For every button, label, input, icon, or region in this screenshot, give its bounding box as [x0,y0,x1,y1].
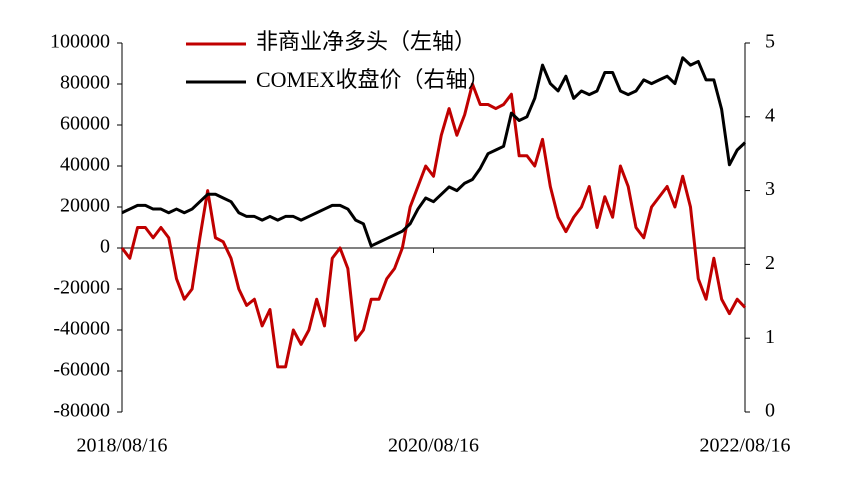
y-tick-label: -40000 [53,318,110,340]
y-tick-label: 60000 [60,113,110,135]
y2-tick-label: 1 [765,326,775,348]
data-line [121,56,747,248]
y-tick-label: -60000 [53,359,110,381]
legend-label: COMEX收盘价（右轴） [256,67,489,92]
y2-tick-label: 3 [765,178,775,200]
x-tick-label: 2018/08/16 [76,435,167,457]
y2-tick-label: 5 [765,31,775,53]
y2-tick-label: 0 [765,400,775,422]
y-tick-label: 80000 [60,72,110,94]
y-tick-label: 100000 [50,31,110,53]
y-tick-label: 0 [100,236,110,258]
y2-tick-label: 4 [765,104,775,126]
x-tick-label: 2022/08/16 [699,435,790,457]
y-tick-label: 20000 [60,195,110,217]
legend-label: 非商业净多头（左轴） [256,29,476,54]
x-tick-label: 2020/08/16 [388,435,479,457]
y2-tick-label: 2 [765,252,775,274]
y-tick-label: 40000 [60,154,110,176]
data-line [120,82,747,369]
y-tick-label: -20000 [53,277,110,299]
y-tick-label: -80000 [53,400,110,422]
